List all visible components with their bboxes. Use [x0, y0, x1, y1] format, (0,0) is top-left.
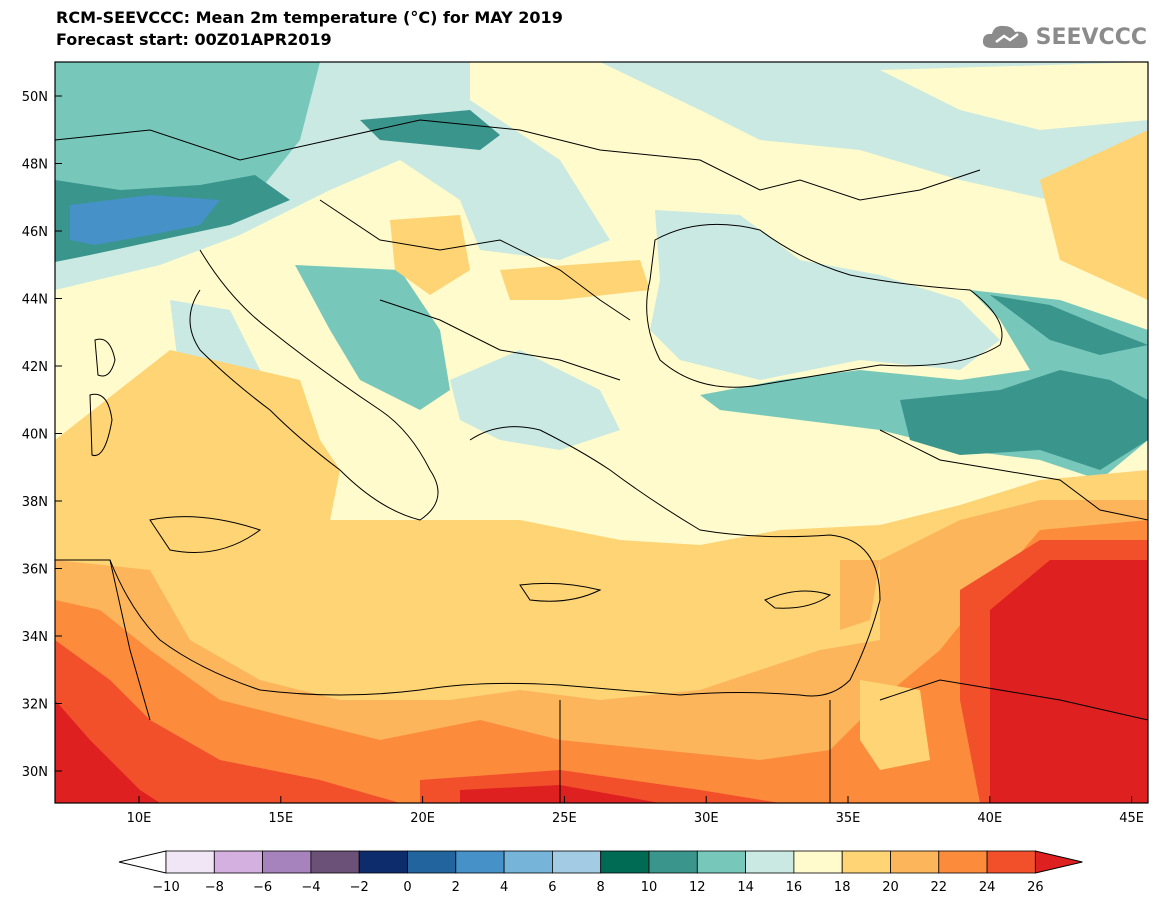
map-frame [54, 61, 1149, 804]
colorbar-swatch [310, 850, 360, 874]
colorbar-tick-label: 12 [689, 880, 706, 895]
colorbar-swatch [262, 850, 312, 874]
colorbar-tick-label: 18 [834, 880, 851, 895]
lat-tick-label: 38N [22, 495, 48, 510]
colorbar-swatch [841, 850, 891, 874]
colorbar-tick-label: 8 [597, 880, 605, 895]
colorbar-tick-label: −4 [301, 880, 320, 895]
colorbar-tick-label: 6 [548, 880, 556, 895]
colorbar-high-arrow [1034, 850, 1083, 874]
colorbar-tick-label: −2 [350, 880, 369, 895]
colorbar-swatch [358, 850, 408, 874]
lat-tick-label: 30N [22, 765, 48, 780]
lon-tick-label: 30E [694, 811, 719, 826]
colorbar-tick-label: 14 [737, 880, 754, 895]
colorbar-tick-label: 16 [786, 880, 803, 895]
cloud-icon [982, 25, 1028, 48]
temperature-field [55, 62, 1148, 803]
colorbar: −10 −8 −6 −4 −2 0 2 4 6 8 10 12 14 16 18 20 22 24 26 [118, 850, 1083, 895]
lat-tick-label: 44N [22, 293, 48, 308]
lon-tick-label: 10E [127, 811, 152, 826]
seevccc-logo: SEEVCCC [980, 20, 1147, 54]
colorbar-tick-label: −10 [152, 880, 179, 895]
colorbar-tick-label: 20 [882, 880, 899, 895]
lon-tick-label: 40E [977, 811, 1002, 826]
colorbar-swatch [745, 850, 795, 874]
colorbar-tick-label: 10 [641, 880, 658, 895]
colorbar-swatch [890, 850, 940, 874]
lon-tick-label: 20E [410, 811, 435, 826]
colorbar-tick-label: 4 [500, 880, 508, 895]
coastlines [55, 119, 1148, 803]
lat-tick-label: 46N [22, 225, 48, 240]
lat-tick-label: 40N [22, 428, 48, 443]
lat-tick-label: 36N [22, 563, 48, 578]
colorbar-tick-label: 22 [931, 880, 948, 895]
colorbar-swatch [938, 850, 988, 874]
colorbar-swatch [407, 850, 457, 874]
map-title: RCM-SEEVCCC: Mean 2m temperature (°C) fo… [56, 8, 563, 27]
colorbar-swatch [696, 850, 746, 874]
colorbar-tick-label: 2 [452, 880, 460, 895]
colorbar-tick-label: −6 [253, 880, 272, 895]
lon-tick-label: 45E [1119, 811, 1144, 826]
colorbar-low-arrow [118, 850, 167, 874]
lon-tick-label: 25E [552, 811, 577, 826]
logo-text: SEEVCCC [1035, 24, 1147, 50]
lat-tick-label: 48N [22, 158, 48, 173]
colorbar-swatch [600, 850, 650, 874]
colorbar-tick-label: 24 [979, 880, 996, 895]
colorbar-tick-label: −8 [205, 880, 224, 895]
colorbar-tick-label: 26 [1027, 880, 1044, 895]
latitude-ticks: 50N 48N 46N 44N 42N 40N 38N 36N 34N 32N 30N [22, 90, 62, 780]
colorbar-swatch [793, 850, 843, 874]
lat-tick-label: 32N [22, 698, 48, 713]
colorbar-swatch [552, 850, 602, 874]
lon-tick-label: 35E [836, 811, 861, 826]
lon-tick-label: 15E [268, 811, 293, 826]
colorbar-swatch [648, 850, 698, 874]
lat-tick-label: 34N [22, 630, 48, 645]
lat-tick-label: 50N [22, 90, 48, 105]
colorbar-tick-label: 0 [403, 880, 411, 895]
longitude-ticks: 10E 15E 20E 25E 30E 35E 40E 45E [127, 796, 1144, 826]
map-subtitle: Forecast start: 00Z01APR2019 [56, 30, 332, 49]
lat-tick-label: 42N [22, 360, 48, 375]
colorbar-swatch [503, 850, 553, 874]
colorbar-swatch [455, 850, 505, 874]
colorbar-swatch [986, 850, 1036, 874]
colorbar-swatch [213, 850, 264, 874]
colorbar-swatch [165, 850, 215, 874]
